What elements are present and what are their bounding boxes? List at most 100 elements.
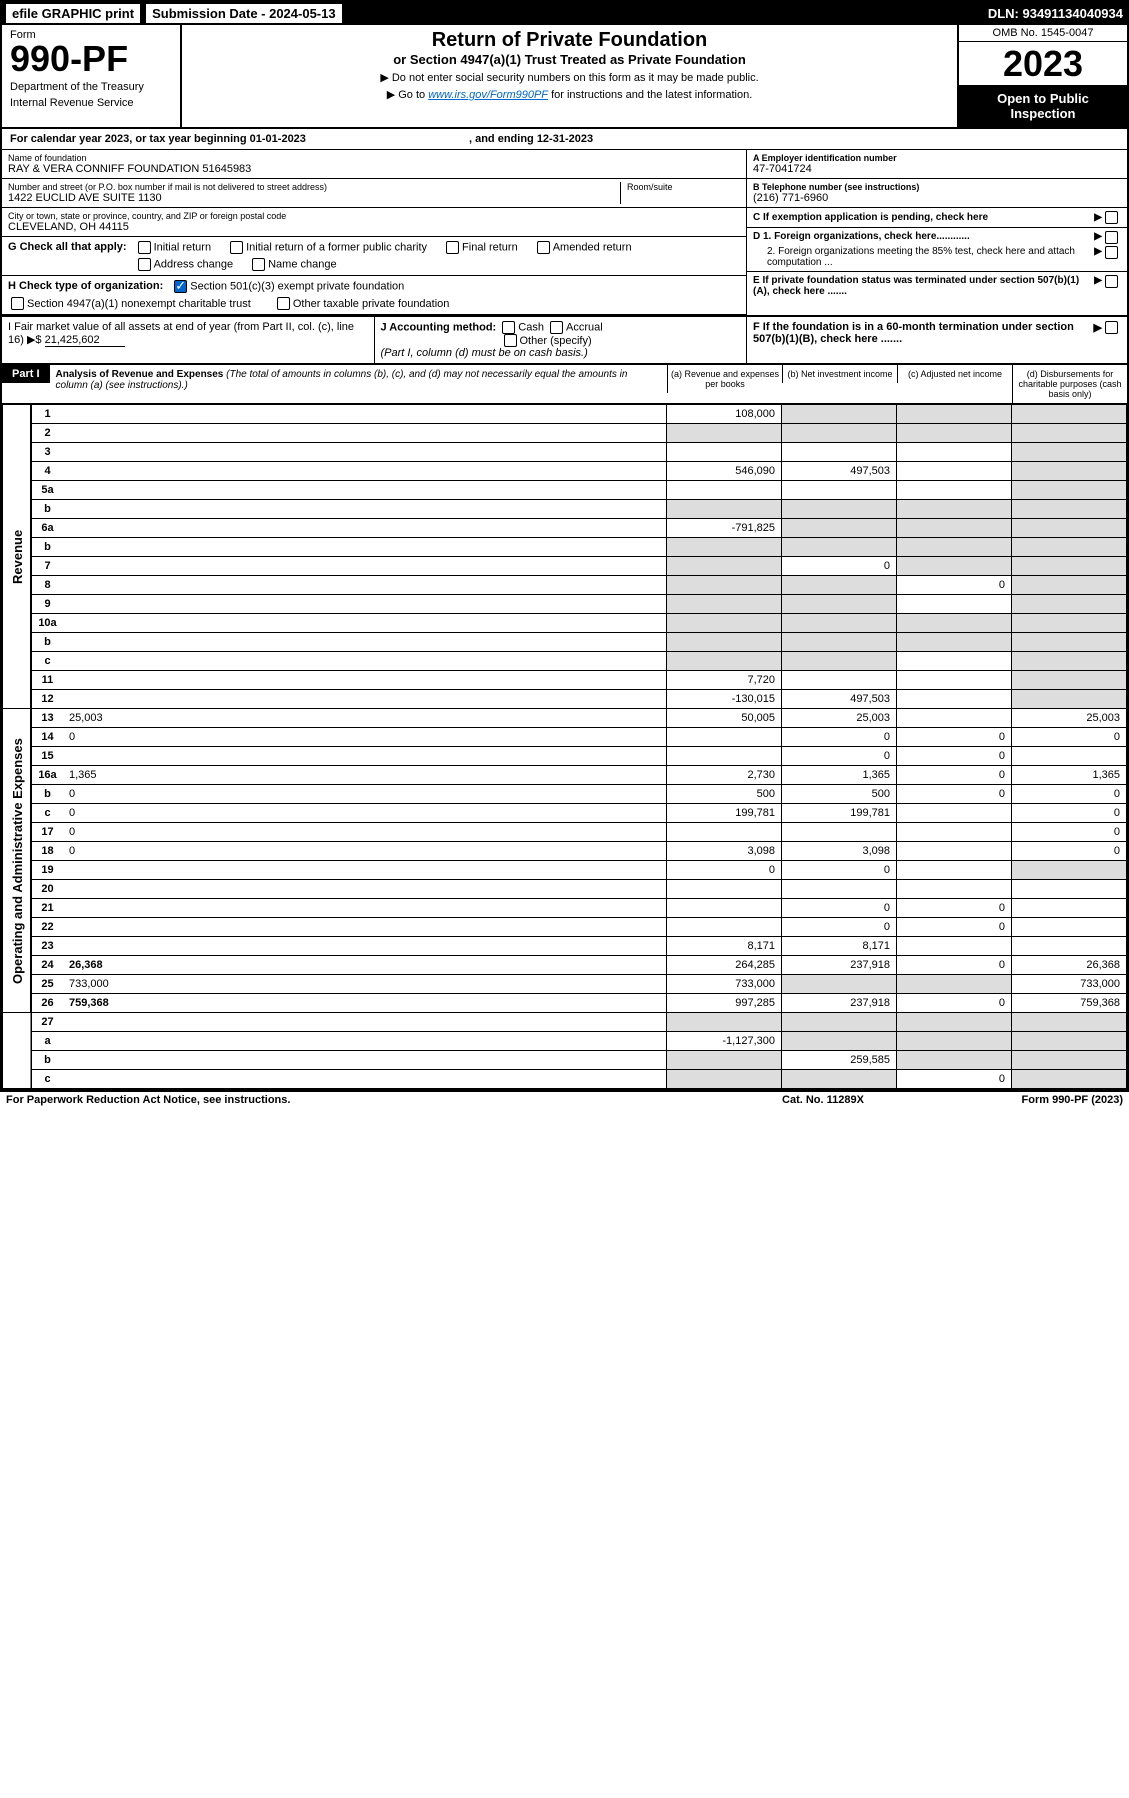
amount-cell: 26,368	[1012, 956, 1127, 975]
final-return-checkbox[interactable]	[446, 241, 459, 254]
amount-cell	[897, 1032, 1012, 1051]
d2-checkbox[interactable]	[1105, 246, 1118, 259]
line-number: 25	[31, 975, 63, 994]
c-checkbox[interactable]	[1105, 211, 1118, 224]
amount-cell	[667, 500, 782, 519]
address-change-checkbox[interactable]	[138, 258, 151, 271]
amount-cell: 0	[782, 918, 897, 937]
table-row: 22 00	[3, 918, 1127, 937]
table-row: b	[3, 500, 1127, 519]
amount-cell: 50,005	[667, 709, 782, 728]
j-label: J Accounting method:	[381, 322, 497, 334]
table-row: b	[3, 538, 1127, 557]
line-description	[63, 861, 667, 880]
table-row: Operating and Administrative Expenses132…	[3, 709, 1127, 728]
amount-cell	[1012, 614, 1127, 633]
amended-return-checkbox[interactable]	[537, 241, 550, 254]
calendar-year-row: For calendar year 2023, or tax year begi…	[2, 129, 1127, 150]
table-row: 25733,000733,000733,000	[3, 975, 1127, 994]
line-number: 7	[31, 557, 63, 576]
amount-cell: 199,781	[782, 804, 897, 823]
line-number: 26	[31, 994, 63, 1013]
omb-number: OMB No. 1545-0047	[959, 25, 1127, 42]
accrual-checkbox[interactable]	[550, 321, 563, 334]
line-description	[63, 481, 667, 500]
amount-cell	[667, 728, 782, 747]
amount-cell	[897, 462, 1012, 481]
amount-cell	[1012, 937, 1127, 956]
other-taxable-checkbox[interactable]	[277, 297, 290, 310]
irs-link[interactable]: www.irs.gov/Form990PF	[428, 89, 548, 101]
amount-cell	[782, 975, 897, 994]
e-checkbox[interactable]	[1105, 275, 1118, 288]
line-number: 6a	[31, 519, 63, 538]
amount-cell: 997,285	[667, 994, 782, 1013]
line-description	[63, 1032, 667, 1051]
amount-cell	[667, 443, 782, 462]
amount-cell: 0	[897, 576, 1012, 595]
top-bar: efile GRAPHIC print Submission Date - 20…	[2, 2, 1127, 25]
col-a-header: (a) Revenue and expenses per books	[667, 365, 782, 393]
name-change-checkbox[interactable]	[252, 258, 265, 271]
cash-checkbox[interactable]	[502, 321, 515, 334]
amount-cell: 0	[897, 918, 1012, 937]
amount-cell	[667, 424, 782, 443]
line-description	[63, 899, 667, 918]
line-number: 13	[31, 709, 63, 728]
amount-cell	[782, 614, 897, 633]
other-method-checkbox[interactable]	[504, 334, 517, 347]
f-checkbox[interactable]	[1105, 321, 1118, 334]
amount-cell: 500	[782, 785, 897, 804]
line-description	[63, 747, 667, 766]
open-public-label: Open to Public Inspection	[959, 85, 1127, 127]
submission-date: Submission Date - 2024-05-13	[146, 4, 342, 23]
revenue-side-label: Revenue	[3, 405, 32, 709]
table-row: 10a	[3, 614, 1127, 633]
table-row: 1500	[3, 747, 1127, 766]
amount-cell	[897, 519, 1012, 538]
table-row: 70	[3, 557, 1127, 576]
amount-cell	[897, 595, 1012, 614]
501c3-checkbox[interactable]	[174, 280, 187, 293]
amount-cell: -791,825	[667, 519, 782, 538]
initial-return-former-checkbox[interactable]	[230, 241, 243, 254]
amount-cell	[897, 557, 1012, 576]
line-description	[63, 595, 667, 614]
amount-cell	[667, 880, 782, 899]
amount-cell: 759,368	[1012, 994, 1127, 1013]
initial-return-checkbox[interactable]	[138, 241, 151, 254]
4947a1-checkbox[interactable]	[11, 297, 24, 310]
table-row: 117,720	[3, 671, 1127, 690]
amount-cell	[1012, 899, 1127, 918]
table-row: 80	[3, 576, 1127, 595]
amount-cell	[667, 747, 782, 766]
line-number: 22	[31, 918, 63, 937]
line-description	[63, 614, 667, 633]
amount-cell	[667, 538, 782, 557]
table-row: 1700	[3, 823, 1127, 842]
g-label: G Check all that apply:	[8, 241, 127, 253]
amount-cell	[782, 405, 897, 424]
amount-cell	[782, 576, 897, 595]
amount-cell: 0	[897, 899, 1012, 918]
line-description	[63, 500, 667, 519]
amount-cell: 0	[782, 747, 897, 766]
amount-cell	[897, 614, 1012, 633]
amount-cell	[897, 1051, 1012, 1070]
efile-label: efile GRAPHIC print	[6, 4, 140, 23]
table-row: 2100	[3, 899, 1127, 918]
h-label: H Check type of organization:	[8, 280, 163, 292]
amount-cell	[897, 823, 1012, 842]
d1-checkbox[interactable]	[1105, 231, 1118, 244]
irs-label: Internal Revenue Service	[10, 97, 172, 109]
table-row: 2	[3, 424, 1127, 443]
line-number: 15	[31, 747, 63, 766]
line-number: 10a	[31, 614, 63, 633]
amount-cell	[1012, 1051, 1127, 1070]
line-number: b	[31, 500, 63, 519]
amount-cell: 1,365	[1012, 766, 1127, 785]
amount-cell: 0	[1012, 842, 1127, 861]
amount-cell: 0	[782, 557, 897, 576]
instruction-2: ▶ Go to www.irs.gov/Form990PF for instru…	[194, 88, 945, 101]
table-row: Revenue1108,000	[3, 405, 1127, 424]
